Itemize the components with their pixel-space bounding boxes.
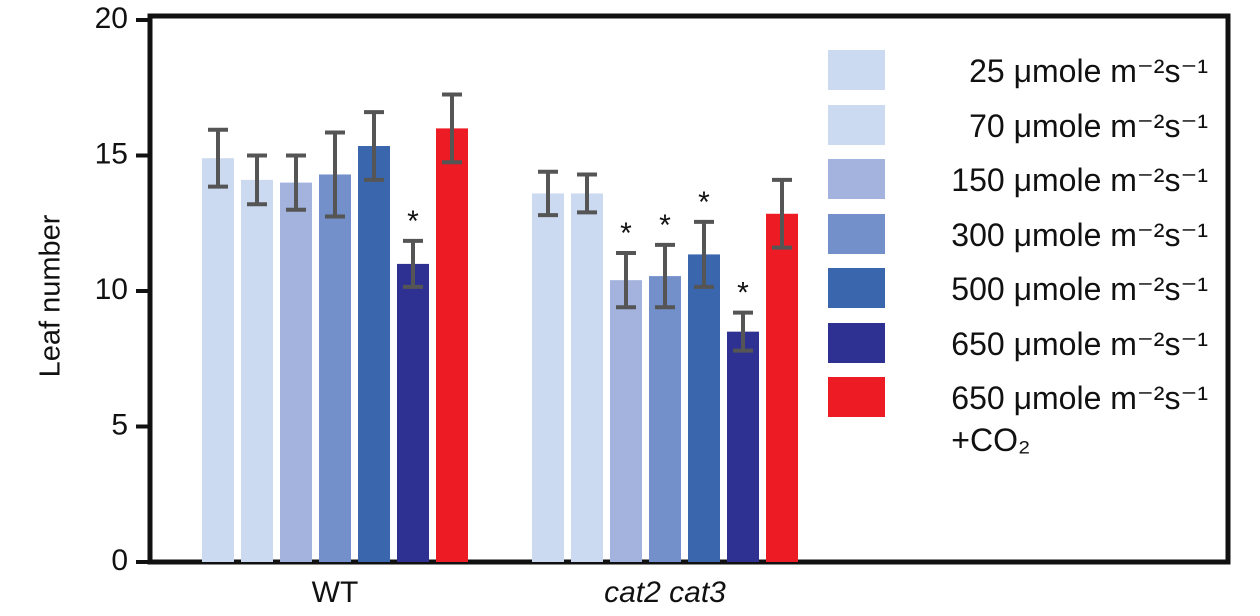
bar	[202, 158, 234, 562]
x-tick-label: cat2 cat3	[604, 576, 726, 609]
error-bar	[655, 242, 675, 310]
legend-item: 650 μmole m⁻²s⁻¹	[828, 322, 1208, 378]
significance-label: *	[659, 209, 671, 242]
legend-label: 300 μmole m⁻²s⁻¹	[951, 216, 1208, 253]
legend-swatch	[828, 213, 885, 254]
error-bar	[772, 177, 792, 250]
legend-label: 650 μmole m⁻²s⁻¹ +CO₂	[951, 380, 1208, 458]
significance-label: *	[620, 217, 632, 250]
legend-swatch	[828, 159, 885, 199]
error-bar	[442, 92, 462, 165]
legend-swatch	[828, 322, 885, 363]
legend-item: 150 μmole m⁻²s⁻¹	[828, 159, 1208, 214]
legend-swatch	[828, 104, 885, 145]
legend-swatch	[828, 50, 885, 90]
bar	[571, 193, 603, 562]
legend-label: 25 μmole m⁻²s⁻¹	[969, 53, 1208, 89]
significance-label: *	[737, 277, 749, 310]
error-bar	[247, 153, 267, 207]
legend-swatch	[828, 377, 885, 417]
error-bar	[286, 153, 306, 212]
legend: 25 μmole m⁻²s⁻¹ 70 μmole m⁻²s⁻¹ 150 μmole …	[828, 50, 1208, 458]
legend-item: 70 μmole m⁻²s⁻¹	[828, 104, 1208, 160]
y-tick-label: 10	[95, 273, 128, 306]
y-tick-label: 20	[95, 2, 128, 35]
legend-item: 300 μmole m⁻²s⁻¹	[828, 213, 1208, 269]
legend-label: 70 μmole m⁻²s⁻¹	[969, 107, 1208, 144]
legend-label: 650 μmole m⁻²s⁻¹	[951, 325, 1208, 362]
error-bar	[364, 110, 384, 182]
error-bar	[616, 251, 636, 310]
bar	[280, 182, 312, 562]
error-bar	[325, 130, 345, 219]
legend-swatch	[828, 268, 885, 308]
y-tick-label: 5	[111, 408, 128, 441]
significance-label: *	[698, 186, 710, 219]
legend-label: 500 μmole m⁻²s⁻¹	[951, 271, 1208, 307]
bar	[610, 280, 642, 562]
error-bar	[208, 127, 228, 189]
error-bar	[403, 238, 423, 289]
bar	[358, 146, 390, 562]
y-axis-label: Leaf number	[35, 214, 67, 377]
bar	[397, 263, 429, 562]
error-bar	[538, 169, 558, 218]
bar	[688, 254, 720, 563]
y-tick-label: 0	[111, 544, 128, 577]
y-tick-label: 15	[95, 137, 128, 170]
significance-label: *	[407, 205, 419, 238]
error-bar	[694, 219, 714, 289]
bar	[436, 128, 468, 562]
legend-item: 500 μmole m⁻²s⁻¹	[828, 268, 1208, 323]
legend-item: 25 μmole m⁻²s⁻¹	[828, 50, 1208, 105]
bar	[532, 193, 564, 562]
legend-label: 150 μmole m⁻²s⁻¹	[951, 162, 1208, 198]
error-bar	[733, 310, 753, 353]
legend-item: 650 μmole m⁻²s⁻¹ +CO₂	[828, 377, 1208, 458]
bar	[766, 213, 798, 562]
bar	[241, 179, 273, 562]
bar	[649, 276, 681, 562]
bar	[319, 174, 351, 562]
error-bar	[577, 172, 597, 215]
x-tick-label: WT	[312, 576, 359, 609]
bar	[727, 331, 759, 562]
